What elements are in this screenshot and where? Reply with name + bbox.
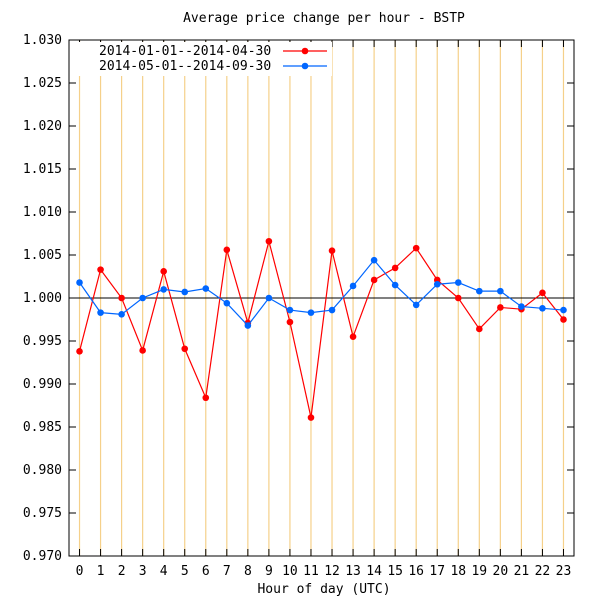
x-tick-label: 1: [97, 564, 105, 579]
series-1-point: [265, 237, 273, 245]
x-tick-label: 19: [471, 564, 487, 579]
x-tick-label: 0: [76, 564, 84, 579]
series-line-1: [78, 238, 564, 418]
y-tick-label: 0.990: [23, 377, 62, 392]
y-tick-label: 0.970: [23, 549, 62, 564]
series-2-point: [476, 287, 483, 295]
series-2-point: [454, 279, 462, 286]
series-2-point: [539, 305, 546, 312]
series-2-point: [181, 288, 189, 296]
y-tick-label: 0.985: [23, 420, 62, 435]
series-1-point: [412, 244, 420, 252]
series-1-point: [328, 247, 336, 254]
y-tick-label: 1.000: [23, 291, 62, 306]
series-2-point: [560, 306, 567, 314]
x-tick-label: 11: [303, 564, 319, 579]
x-tick-label: 16: [408, 564, 424, 579]
y-tick-label: 1.010: [23, 205, 62, 220]
series-2-point: [76, 279, 83, 286]
x-tick-label: 5: [181, 564, 189, 579]
x-tick-label: 3: [139, 564, 147, 579]
series-2-point: [433, 280, 441, 288]
x-tick-label: 18: [450, 564, 466, 579]
x-tick-label: 13: [345, 564, 361, 579]
x-tick-label: 4: [160, 564, 168, 579]
series-1-point: [160, 268, 167, 275]
x-tick-label: 15: [387, 564, 403, 579]
tick-layer: 0.970 0.975 0.980 0.985 0.990 0.995 1.000 1.005…: [23, 33, 574, 579]
series-2-point: [160, 286, 167, 293]
series-1-point: [97, 266, 104, 273]
series-1-point: [539, 289, 546, 297]
series-2-point: [328, 306, 336, 314]
x-tick-label: 14: [366, 564, 382, 579]
series-1-point: [391, 264, 399, 272]
legend-background: [72, 42, 332, 76]
series-layer: [76, 237, 567, 421]
series-1-point: [76, 348, 83, 355]
y-tick-label: 0.980: [23, 463, 62, 478]
y-tick-label: 1.030: [23, 33, 62, 48]
x-tick-label: 8: [244, 564, 252, 579]
series-2-point: [97, 309, 104, 316]
x-tick-label: 23: [556, 564, 572, 579]
series-1-point: [497, 304, 504, 311]
series-1-point: [349, 333, 357, 341]
x-tick-label: 20: [493, 564, 509, 579]
series-2-point: [244, 322, 252, 329]
x-tick-label: 12: [324, 564, 340, 579]
series-2-point: [118, 311, 125, 318]
x-tick-label: 21: [514, 564, 530, 579]
x-tick-label: 17: [429, 564, 445, 579]
legend-marker: [301, 62, 309, 70]
series-1-point: [139, 347, 146, 354]
series-1-point: [286, 318, 294, 326]
grid-layer: [69, 40, 574, 556]
y-tick-label: 1.005: [23, 248, 62, 263]
chart-title: Average price change per hour - BSTP: [183, 11, 465, 26]
series-1-point: [223, 246, 231, 254]
legend-marker: [301, 47, 309, 55]
legend-label: 2014-05-01--2014-09-30: [99, 59, 271, 74]
series-2-point: [223, 299, 231, 307]
series-2-point: [497, 287, 504, 295]
legend: 2014-01-01--2014-04-302014-05-01--2014-0…: [72, 42, 332, 76]
series-2-point: [412, 301, 420, 309]
series-1-point: [454, 294, 462, 302]
series-1-point: [560, 316, 567, 323]
series-1-point: [370, 276, 378, 284]
x-tick-label: 2: [118, 564, 126, 579]
x-tick-label: 10: [282, 564, 298, 579]
x-tick-label: 7: [223, 564, 231, 579]
series-2-point: [265, 294, 273, 302]
series-1-point: [181, 345, 189, 353]
x-tick-label: 9: [265, 564, 273, 579]
series-2-point: [139, 294, 146, 302]
series-2-point: [286, 306, 294, 314]
series-2-point: [349, 282, 357, 290]
series-2-point: [518, 303, 525, 310]
series-2-point: [307, 309, 315, 316]
series-1-point: [118, 294, 125, 302]
series-2-point: [370, 256, 378, 264]
y-tick-label: 1.015: [23, 162, 62, 177]
legend-label: 2014-01-01--2014-04-30: [99, 44, 271, 59]
x-axis-label: Hour of day (UTC): [257, 582, 390, 597]
x-tick-label: 22: [535, 564, 551, 579]
x-tick-label: 6: [202, 564, 210, 579]
series-1-point: [202, 394, 210, 402]
series-2-point: [391, 281, 399, 289]
series-1-point: [476, 325, 483, 333]
y-tick-label: 0.995: [23, 334, 62, 349]
y-tick-label: 1.025: [23, 76, 62, 91]
series-line-2: [79, 259, 564, 327]
series-2-point: [202, 285, 210, 292]
series-1-point: [307, 414, 315, 421]
y-tick-label: 1.020: [23, 119, 62, 134]
y-tick-label: 0.975: [23, 506, 62, 521]
